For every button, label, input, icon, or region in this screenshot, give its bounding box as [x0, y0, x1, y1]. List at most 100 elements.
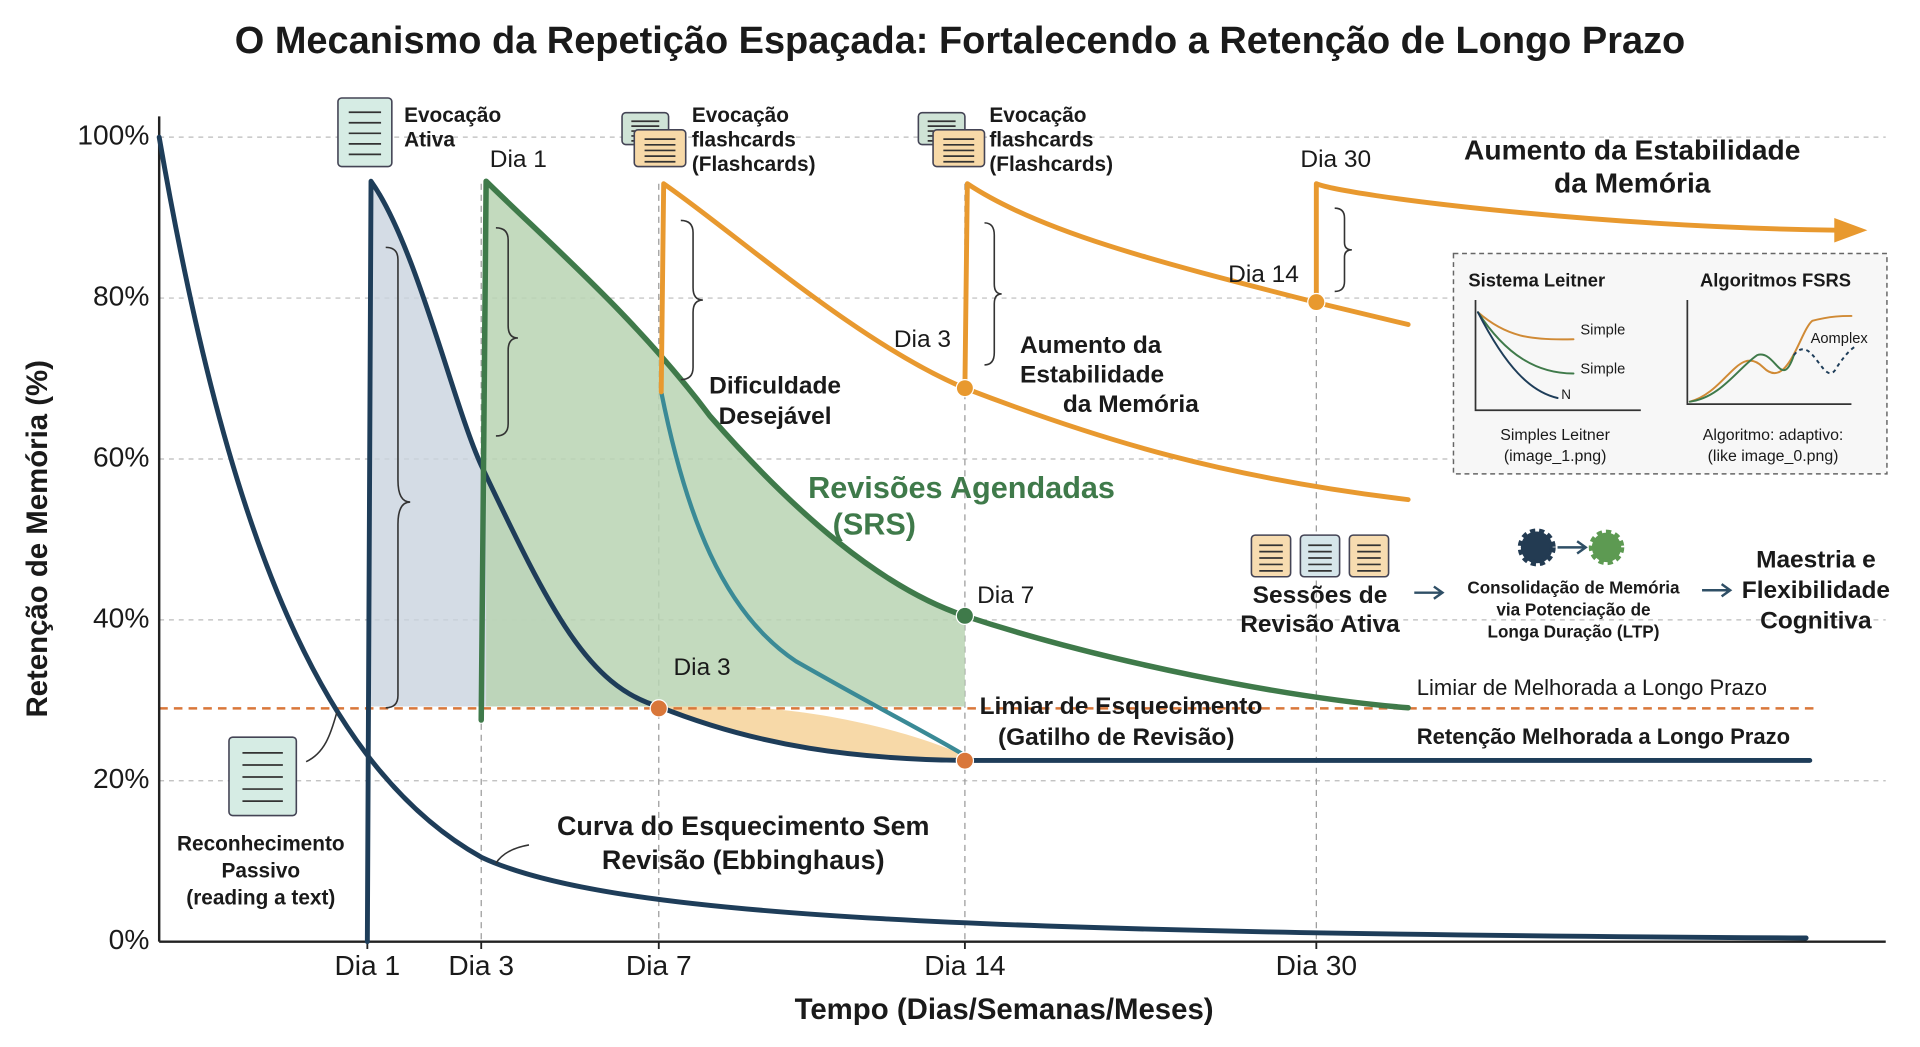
y-tick-label: 20% — [93, 763, 149, 794]
annotation: Revisão Ativa — [1240, 611, 1400, 638]
annotation: Dia 3 — [894, 326, 951, 353]
annotation: Reconhecimento — [177, 832, 345, 855]
annotation: Dificuldade — [709, 372, 841, 399]
inset-text: (like image_0.png) — [1708, 448, 1839, 465]
brace — [495, 226, 519, 437]
gear — [1517, 528, 1556, 567]
inset-text: N — [1561, 387, 1571, 402]
inset-text: Algoritmo: adaptivo: — [1703, 427, 1844, 444]
pointer — [305, 712, 338, 763]
orange-branch-b — [1313, 300, 1411, 327]
inset-line — [1688, 353, 1795, 403]
x-axis-label: Tempo (Dias/Semanas/Meses) — [795, 993, 1214, 1026]
annotation: (reading a text) — [186, 886, 335, 909]
annotation: (Flashcards) — [692, 153, 816, 176]
inset-text: (image_1.png) — [1504, 448, 1607, 465]
annotation: Dia 1 — [490, 146, 547, 173]
orange-curve — [658, 181, 1840, 395]
annotation: (Flashcards) — [989, 153, 1113, 176]
teal-curve — [659, 389, 968, 758]
inset-line — [1476, 311, 1559, 399]
x-tick-label: Dia 3 — [448, 950, 514, 981]
annotation: da Memória — [1554, 167, 1711, 198]
y-tick-label: 0% — [109, 924, 150, 955]
annotation: Retenção Melhorada a Longo Prazo — [1417, 724, 1790, 749]
annotation: Ativa — [404, 128, 455, 151]
area-green — [486, 181, 965, 707]
annotation: flashcards — [989, 128, 1093, 151]
arrow-tip — [1576, 540, 1588, 555]
brace — [1334, 207, 1352, 293]
inset-line — [1476, 311, 1575, 375]
orange-branch-a — [962, 385, 1411, 503]
annotation: Desejável — [719, 403, 832, 430]
inset-text: Aomplex — [1811, 331, 1869, 347]
review-curve — [364, 178, 1813, 945]
chart-title: O Mecanismo da Repetição Espaçada: Forta… — [235, 20, 1685, 62]
annotation: Evocação — [989, 104, 1086, 127]
annotation: Cognitiva — [1760, 608, 1872, 635]
annotation: Sessões de — [1253, 582, 1388, 609]
annotation: Longa Duração (LTP) — [1488, 622, 1660, 642]
annotation: Aumento da — [1020, 332, 1162, 359]
inset-text: Simples Leitner — [1500, 427, 1610, 444]
annotation: Evocação — [404, 104, 501, 127]
inset-axes — [1474, 300, 1852, 412]
annotation: via Potenciação de — [1496, 600, 1650, 620]
annotation: da Memória — [1063, 391, 1199, 418]
brace — [984, 222, 1002, 366]
arrow-head — [1834, 217, 1868, 243]
inset-line — [1688, 314, 1853, 403]
annotation: flashcards — [692, 128, 796, 151]
annotation: Limiar de Melhorada a Longo Prazo — [1417, 675, 1767, 700]
annotation: Revisão (Ebbinghaus) — [602, 845, 885, 875]
inset-line — [1793, 345, 1856, 375]
arrow-tip — [1433, 585, 1445, 600]
x-tick-label: Dia 30 — [1276, 950, 1357, 981]
area-grey — [371, 181, 659, 707]
y-tick-label: 60% — [93, 441, 149, 472]
point — [955, 751, 975, 770]
brace — [680, 219, 703, 381]
y-tick-label: 100% — [77, 120, 149, 151]
annotation: Estabilidade — [1020, 361, 1164, 388]
point — [649, 699, 668, 718]
inset-line — [1476, 311, 1575, 341]
area-peach — [658, 706, 965, 761]
point — [955, 606, 975, 626]
x-tick-label: Dia 7 — [626, 950, 692, 981]
annotation: Dia 30 — [1300, 146, 1371, 173]
annotation: Curva do Esquecimento Sem — [557, 811, 930, 841]
annotation: Dia 3 — [673, 654, 730, 681]
annotation: Maestria e — [1756, 546, 1876, 573]
inset-text: Simple — [1580, 362, 1625, 378]
annotation: Dia 7 — [977, 582, 1034, 609]
inset-text: Simple — [1580, 323, 1625, 339]
annotation: Limiar de Esquecimento — [980, 693, 1263, 720]
inset-box — [1452, 252, 1888, 475]
point — [955, 378, 975, 398]
y-tick-label: 80% — [93, 281, 149, 312]
y-axis-label: Retenção de Memória (%) — [21, 360, 54, 717]
ebbinghaus-curve — [156, 134, 1809, 941]
annotation: Aumento da Estabilidade — [1464, 134, 1800, 165]
y-tick-label: 40% — [93, 602, 149, 633]
gear — [1588, 529, 1625, 566]
srs-curve — [478, 178, 1411, 723]
arrow-tip — [1720, 583, 1733, 598]
x-tick-label: Dia 1 — [334, 950, 400, 981]
annotation: Consolidação de Memória — [1467, 578, 1680, 598]
annotation: Evocação — [692, 104, 789, 127]
pointer — [495, 844, 530, 864]
annotation: Dia 14 — [1228, 261, 1299, 288]
annotation: Passivo — [222, 859, 301, 882]
annotation: (Gatilho de Revisão) — [998, 724, 1235, 751]
brace — [385, 246, 411, 709]
annotation: Flexibilidade — [1742, 577, 1890, 604]
annotation: (SRS) — [833, 508, 916, 542]
inset-text: Sistema Leitner — [1468, 270, 1605, 291]
doc-icon — [337, 97, 393, 168]
annotation: Revisões Agendadas — [808, 471, 1115, 505]
x-tick-label: Dia 14 — [924, 950, 1005, 981]
